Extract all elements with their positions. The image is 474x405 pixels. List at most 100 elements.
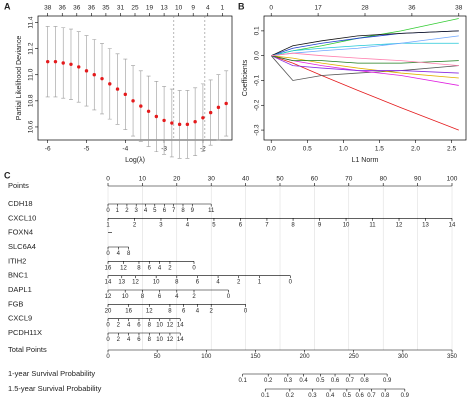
tick-label: 14 <box>177 323 184 329</box>
top-tick-label: 13 <box>160 5 168 12</box>
tick-label: 6 <box>182 308 186 314</box>
tick-label: 12 <box>146 308 153 314</box>
tick-label: 3 <box>159 222 163 228</box>
row-label: 1.5-year Survival Probability <box>8 384 102 393</box>
y-tick-label: -0.2 <box>254 99 261 111</box>
y-tick-label: 0.1 <box>254 26 261 35</box>
row-label: ITIH2 <box>8 256 26 265</box>
tick-label: 0.3 <box>308 393 317 399</box>
tick-label: 8 <box>291 222 295 228</box>
top-tick-label: 36 <box>73 5 81 12</box>
point <box>61 61 65 65</box>
top-tick-label: 10 <box>175 5 183 12</box>
tick-label: 0.9 <box>383 378 392 384</box>
tick-label: 8 <box>127 251 131 257</box>
tick-label: 0.5 <box>343 393 352 399</box>
tick-label: 0.9 <box>401 393 410 399</box>
tick-label: 30 <box>208 176 216 183</box>
tick-label: 8 <box>141 294 145 300</box>
tick-label: 10 <box>156 323 163 329</box>
tick-label: 10 <box>139 176 147 183</box>
y-tick-label: 11.0 <box>28 68 35 81</box>
row-label: CXCL10 <box>8 213 36 222</box>
tick-label: 0 <box>106 176 110 183</box>
tick-label: 6 <box>137 323 141 329</box>
tick-label: 200 <box>300 354 311 360</box>
tick-label: 0 <box>227 294 231 300</box>
tick-label: 350 <box>447 354 458 360</box>
point <box>108 82 112 86</box>
tick-label: 16 <box>105 265 112 271</box>
coefficient-path <box>271 52 459 66</box>
tick-label: 12 <box>396 222 403 228</box>
tick-label: 0.7 <box>346 378 355 384</box>
tick-label: 1 <box>116 208 120 214</box>
tick-label: 0 <box>244 308 248 314</box>
point <box>139 104 143 108</box>
point <box>115 87 120 91</box>
y-tick-label: 11.4 <box>28 16 35 29</box>
tick-label: 0.2 <box>286 393 295 399</box>
row-label: SLC6A4 <box>8 242 36 251</box>
tick-label: 150 <box>250 354 261 360</box>
tick-label: 2 <box>125 208 129 214</box>
point <box>162 118 166 123</box>
tick-label: 0 <box>106 337 110 343</box>
x-tick-label: 1.0 <box>339 146 348 153</box>
tick-label: 0 <box>106 251 110 257</box>
top-tick-label: 38 <box>455 5 463 12</box>
tick-label: 4 <box>216 280 220 286</box>
tick-label: 10 <box>122 294 129 300</box>
tick-label: 6 <box>148 265 152 271</box>
coefficient-path <box>271 35 459 57</box>
top-tick-label: 28 <box>361 5 369 12</box>
row-label: CDH18 <box>8 199 33 208</box>
tick-label: 6 <box>196 280 200 286</box>
tick-label: 8 <box>148 323 152 329</box>
panel-label: A <box>4 1 11 11</box>
tick-label: 0.6 <box>355 393 364 399</box>
tick-label: 100 <box>201 354 212 360</box>
y-tick-label: 10.6 <box>28 120 35 133</box>
y-tick-label: 0.0 <box>254 51 261 60</box>
tick-label: 14 <box>105 280 112 286</box>
row-label: CXCL9 <box>8 314 32 323</box>
tick-label: 0 <box>106 208 110 214</box>
tick-label: 0.4 <box>299 378 308 384</box>
tick-label: 4 <box>186 222 190 228</box>
point <box>131 99 135 103</box>
tick-label: 6 <box>163 208 167 214</box>
tick-label: 0 <box>192 265 196 271</box>
tick-label: 6 <box>239 222 243 228</box>
y-tick-label: -0.1 <box>254 74 261 86</box>
coefficient-path <box>271 55 459 131</box>
row-label: 1-year Survival Probability <box>8 369 95 378</box>
tick-label: 12 <box>167 323 174 329</box>
top-tick-label: 4 <box>206 5 210 12</box>
tick-label: 2 <box>133 222 137 228</box>
tick-label: 7 <box>265 222 269 228</box>
x-axis-label: L1 Norm <box>352 157 379 164</box>
y-axis-label: Coefficients <box>242 59 249 96</box>
coefficient-path <box>271 55 459 79</box>
tick-label: 0.1 <box>238 378 247 384</box>
tick-label: 13 <box>422 222 429 228</box>
x-tick-label: 0.0 <box>267 146 276 153</box>
tick-label: 2 <box>117 337 121 343</box>
tick-label: 14 <box>449 222 456 228</box>
tick-label: 10 <box>343 222 350 228</box>
point <box>224 101 228 106</box>
tick-label: 300 <box>398 354 409 360</box>
tick-label: 4 <box>196 308 200 314</box>
tick-label: 10 <box>153 280 160 286</box>
row-label: FOXN4 <box>8 228 33 237</box>
tick-label: 12 <box>167 337 174 343</box>
top-tick-label: 25 <box>131 5 139 12</box>
tick-label: 80 <box>380 176 388 183</box>
tick-label: 0 <box>106 323 110 329</box>
panel-label: C <box>4 170 11 180</box>
tick-label: 0.7 <box>367 393 376 399</box>
tick-label: 2 <box>168 265 172 271</box>
